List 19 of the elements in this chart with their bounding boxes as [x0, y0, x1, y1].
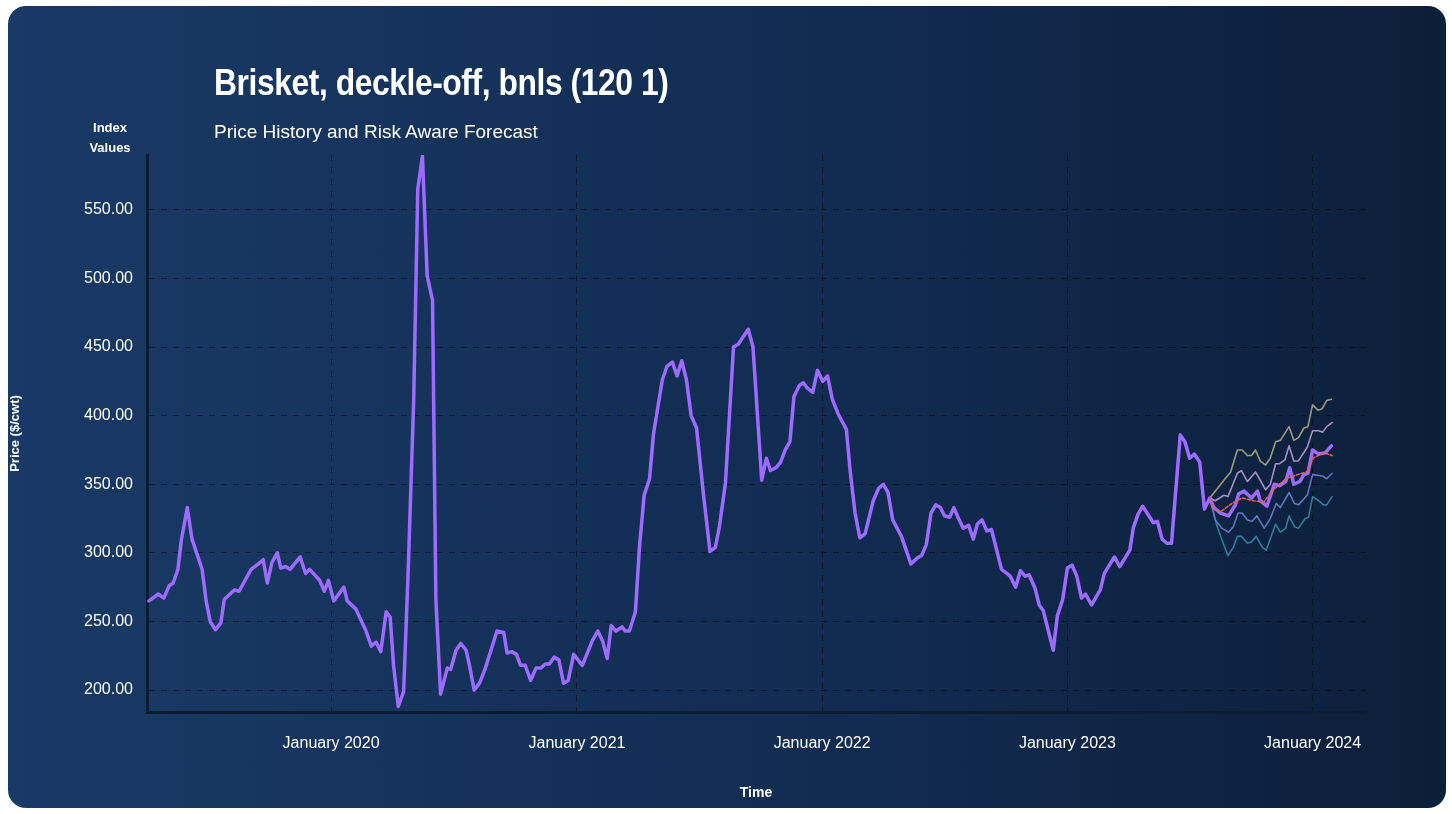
y-tick-label: 350.00: [84, 474, 134, 492]
y-tick-label: 200.00: [84, 680, 134, 698]
chart-subtitle: Price History and Risk Aware Forecast: [214, 121, 538, 143]
x-tick-label: January 2022: [773, 734, 871, 752]
x-tick-label: January 2021: [528, 734, 626, 752]
line-series: [1209, 451, 1333, 513]
x-axis-title: Time: [739, 784, 773, 801]
y-tick-label: 400.00: [84, 406, 134, 424]
x-tick-label: January 2020: [282, 734, 380, 752]
y-tick-label: 500.00: [84, 268, 134, 286]
y-tick-label: 550.00: [84, 200, 134, 218]
chart-title: Brisket, deckle-off, bnls (120 1): [214, 62, 669, 104]
y-tick-label: 450.00: [84, 337, 134, 355]
text: Index Values: [88, 119, 132, 157]
y-tick-label: 250.00: [84, 611, 134, 629]
y-tick-label: 300.00: [84, 543, 134, 561]
y-axis-title: Price ($/cwt): [7, 395, 23, 472]
x-tick-label: January 2024: [1264, 734, 1362, 752]
x-tick-label: January 2023: [1018, 734, 1116, 752]
